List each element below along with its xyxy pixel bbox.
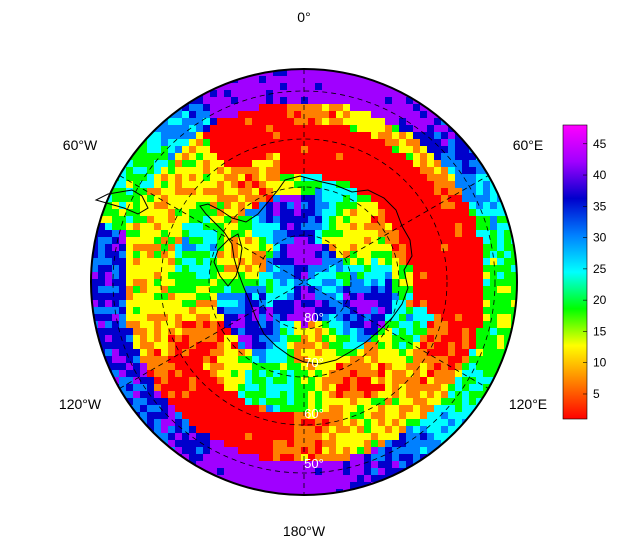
south-america-tip <box>94 189 149 215</box>
map-boundary <box>90 68 518 496</box>
latitude-label-60: 60° <box>304 406 324 421</box>
colorbar-tick-label: 20 <box>593 293 607 307</box>
colorbar-tick-label: 15 <box>593 324 607 338</box>
longitude-label-lower-left: 120°W <box>59 396 102 412</box>
colorbar-tick-label: 10 <box>593 356 607 370</box>
colorbar-tick-label: 25 <box>593 262 607 276</box>
latitude-label-80: 80° <box>304 310 324 325</box>
longitude-label-bottom: 180°W <box>283 523 326 539</box>
colorbar-tick-label: 30 <box>593 231 607 245</box>
colorbar-tick-label: 45 <box>593 137 607 151</box>
meridian-60 <box>119 175 489 389</box>
antarctica-coastline <box>199 175 413 365</box>
colorbar-ramp <box>562 124 588 420</box>
longitude-label-upper-right: 60°E <box>513 137 544 153</box>
antarctic-peninsula <box>213 233 243 287</box>
meridian-120 <box>119 175 489 389</box>
latitude-label-50: 50° <box>304 456 324 471</box>
longitude-label-upper-left: 60°W <box>63 137 98 153</box>
latitude-label-70: 70° <box>304 355 324 370</box>
colorbar-tick-label: 40 <box>593 168 607 182</box>
latitude-circle-80 <box>256 234 352 330</box>
longitude-label-top: 0° <box>297 9 310 25</box>
colorbar-tick-label: 35 <box>593 199 607 213</box>
latitude-circle-50 <box>112 90 496 474</box>
colorbar-ticks: 5 10 15 20 25 30 35 40 45 <box>583 137 607 401</box>
colorbar: 5 10 15 20 25 30 35 40 45 <box>562 124 607 420</box>
graticule-lines <box>112 69 496 495</box>
longitude-label-lower-right: 120°E <box>509 396 547 412</box>
colorbar-tick-label: 5 <box>593 387 600 401</box>
latitude-circle-60 <box>160 138 448 426</box>
